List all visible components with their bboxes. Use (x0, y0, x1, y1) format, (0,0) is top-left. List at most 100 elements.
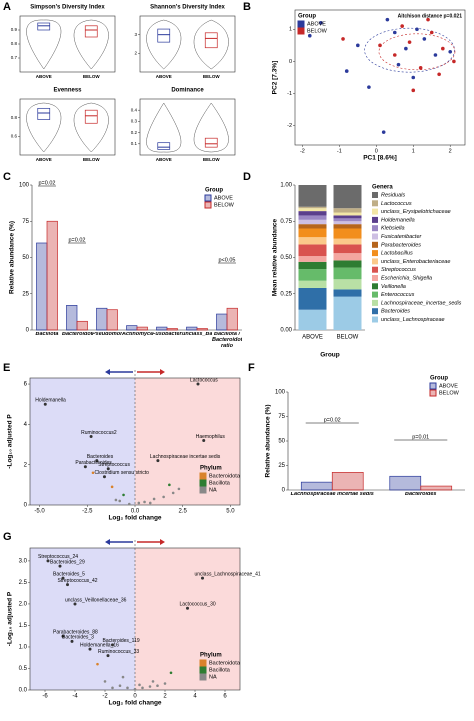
point (429, 30, 434, 35)
x-axis-title: PC1 [8.6%] (363, 155, 397, 162)
legend-swatch (372, 216, 378, 223)
point (381, 130, 386, 134)
point (163, 682, 167, 685)
x-tick-label: 2 (449, 148, 452, 154)
legend-label: Lactobacillus (381, 251, 413, 257)
bar (331, 472, 364, 491)
legend-label: unclass_Erysipelotrichaceae (381, 209, 451, 215)
point-label: Streptococcus (98, 462, 130, 468)
x-tick-label: ABOVE (36, 157, 52, 162)
y-tick-label: 50 (22, 255, 29, 261)
x-tick-label: BELOW (203, 157, 221, 162)
annotation: Aitchison distance p=0.021 (398, 13, 463, 19)
x-tick-label-box: Lachnospiraceae incertae sedis (290, 492, 374, 497)
point (122, 493, 125, 497)
legend-swatch (372, 316, 378, 323)
y-tick-label: -1 (287, 91, 292, 97)
stack-segment (333, 221, 362, 225)
bar (300, 481, 333, 491)
legend-swatch (297, 27, 305, 35)
legend-swatch (199, 479, 207, 487)
bar (76, 320, 88, 331)
labeled-point (89, 434, 93, 438)
point (169, 671, 173, 675)
bar (106, 309, 118, 331)
y-tick-label: 0.4 (131, 107, 138, 112)
x-tick-label: Lachnospiraceae incertae sedis (290, 492, 374, 497)
y-tick-label: 0 (282, 488, 286, 494)
point-label: Haemophilus (196, 434, 226, 440)
legend-label: NA (209, 674, 217, 680)
plot-frame (19, 98, 116, 156)
stack-segment (298, 269, 327, 281)
legend-swatch (372, 200, 378, 207)
x-tick-label-box: Bacillota (36, 332, 59, 337)
legend-swatch (199, 659, 207, 667)
legend-label: Bacillota (209, 667, 231, 673)
legend-swatch (429, 382, 437, 390)
point (148, 685, 152, 688)
x-tick-label: 6 (223, 694, 227, 700)
point (426, 17, 430, 22)
box (204, 137, 218, 148)
bar (136, 326, 148, 331)
point (171, 491, 175, 495)
point-label: Bacteroides (87, 454, 114, 460)
y-tick-label: 0.8 (11, 41, 18, 46)
panel-letter: C (3, 171, 11, 183)
panel-title: Shannon's Diversity Index (150, 5, 225, 11)
x-tick-label: ABOVE (156, 74, 172, 79)
y-tick-label: 75 (22, 219, 29, 225)
stack-segment (333, 244, 362, 254)
point (378, 43, 382, 48)
x-tick-label: ABOVE (156, 157, 172, 162)
point (151, 680, 155, 683)
x-tick-label: 0 (133, 694, 137, 700)
y-axis-title: -Log₁₀ adjusted P (7, 591, 14, 646)
point-label: Clostridium sensu stricto (94, 470, 149, 476)
legend-swatch (372, 299, 378, 306)
panel-title: Simpson's Diversity Index (30, 5, 105, 11)
panel-letter: D (243, 171, 251, 183)
legend-label: Bacillota (209, 480, 231, 486)
y-tick-label: 0 (289, 59, 292, 65)
labeled-point (111, 643, 114, 647)
box (157, 142, 171, 150)
y-tick-label: 100 (275, 390, 286, 396)
arrow-right-head (160, 539, 165, 545)
point (344, 69, 349, 73)
point (452, 59, 456, 64)
point (418, 66, 423, 70)
point-label: Bacteroides_5 (53, 571, 85, 577)
point (422, 37, 427, 41)
point (121, 675, 125, 679)
y-tick-label: 75 (278, 414, 285, 420)
point (392, 53, 397, 57)
legend-swatch (297, 20, 305, 28)
x-tick-label-box: Bacillota / Bacteroidota ratio (212, 332, 242, 348)
bar (156, 326, 168, 331)
y-axis-title: -Log₁₀ adjusted P (7, 414, 14, 469)
stack-segment (298, 261, 327, 270)
point (437, 72, 441, 77)
y-tick-label: 6 (24, 382, 28, 388)
violin (26, 102, 62, 153)
x-tick-label: Fusobacteriota (152, 332, 182, 337)
stack-segment (333, 279, 362, 290)
legend-label: Enterococcus (381, 292, 415, 298)
point (118, 684, 122, 687)
point (114, 498, 118, 502)
stack-segment (333, 267, 362, 280)
point (152, 497, 156, 501)
box (84, 25, 98, 38)
point (137, 501, 141, 505)
point-label: unclass_Veillonellaceae_36 (65, 597, 127, 603)
stack-segment (298, 206, 327, 209)
up-region (135, 378, 240, 505)
down-region (30, 378, 135, 505)
legend-title: Genera (372, 185, 393, 191)
x-tick-label: Bacillota / Bacteroidota ratio (212, 332, 242, 348)
stack-segment (298, 211, 327, 216)
point-label: Lachnospiraceae incertae sedis (150, 454, 221, 460)
